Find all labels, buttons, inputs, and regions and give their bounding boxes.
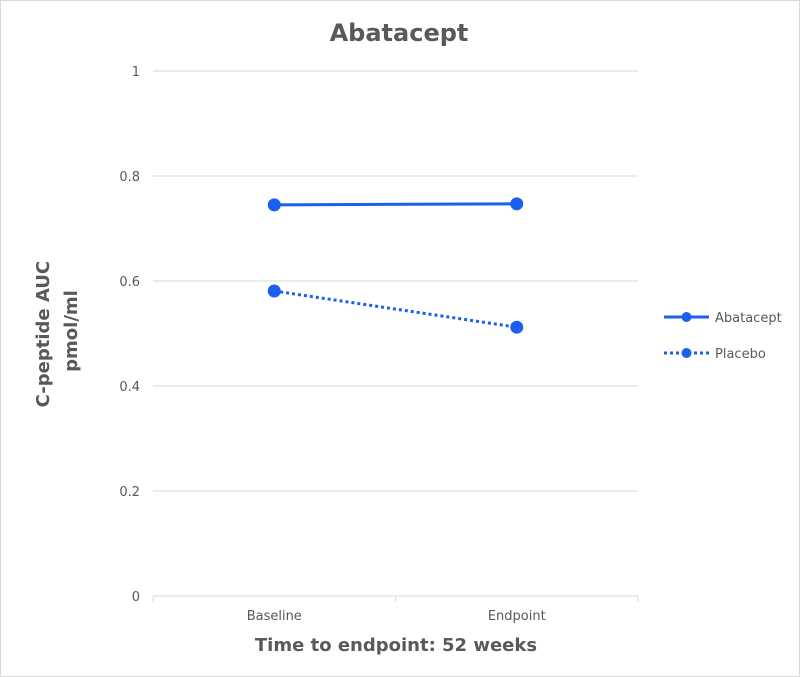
- y-tick-label: 0.2: [119, 485, 140, 500]
- legend-marker-placebo: [681, 348, 692, 358]
- gridlines: [152, 70, 639, 602]
- data-point-abatacept: [510, 197, 524, 211]
- y-tick-label: 1: [132, 65, 140, 80]
- legend-label-placebo: Placebo: [715, 347, 766, 362]
- y-tick-label: 0.4: [119, 380, 140, 395]
- series-layer: [267, 197, 524, 334]
- y-axis-title-line-1: C-peptide AUC: [33, 261, 54, 407]
- chart-title: Abatacept: [330, 19, 469, 47]
- data-point-abatacept: [267, 198, 281, 212]
- x-tick-label: Endpoint: [488, 609, 546, 624]
- y-tick-label: 0.8: [119, 170, 140, 185]
- y-tick-label: 0: [132, 590, 140, 605]
- y-tick-labels: 0 0.2 0.4 0.6 0.8 1: [119, 65, 140, 605]
- x-tick-labels: Baseline Endpoint: [247, 609, 546, 624]
- x-axis-title: Time to endpoint: 52 weeks: [255, 635, 537, 656]
- legend-marker-abatacept: [681, 312, 692, 322]
- y-tick-label: 0.6: [119, 275, 140, 290]
- data-point-placebo: [510, 320, 524, 334]
- y-axis-title-line-2: pmol/ml: [61, 290, 82, 372]
- series-line-placebo: [274, 289, 517, 329]
- series-line-abatacept: [274, 202, 517, 207]
- legend: Abatacept Placebo: [664, 311, 782, 362]
- x-tick-label: Baseline: [247, 609, 302, 624]
- y-axis-title: C-peptide AUC pmol/ml: [33, 255, 82, 408]
- data-point-placebo: [267, 284, 281, 298]
- legend-label-abatacept: Abatacept: [715, 311, 782, 326]
